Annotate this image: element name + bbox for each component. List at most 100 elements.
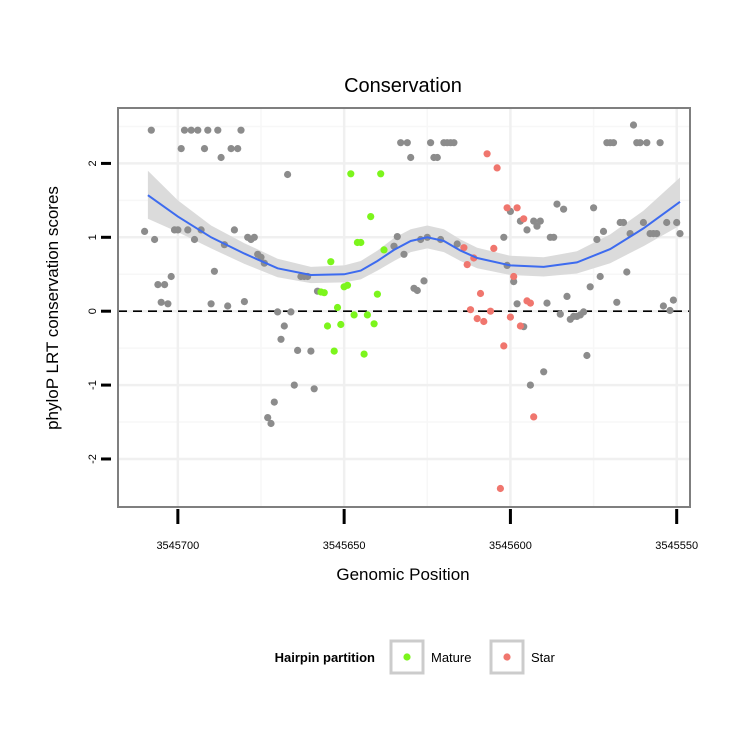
x-axis-title: Genomic Position [336,565,469,584]
mature-point [370,320,378,328]
background-point [147,126,155,134]
background-point [609,139,618,147]
star-point [486,307,495,315]
x-tick-label: 3545600 [489,540,532,552]
background-point [217,153,225,162]
background-point [294,346,302,354]
legend-key-star-dot [503,653,511,661]
background-point [596,272,604,281]
background-point [207,300,215,308]
background-point [154,281,162,289]
mature-point [363,311,371,319]
star-point [490,244,498,252]
background-point [413,286,421,295]
star-point [516,322,525,330]
star-point [500,342,508,350]
background-point [523,226,531,234]
background-point [180,126,189,134]
mature-point [343,281,352,289]
mature-point [350,311,358,319]
background-point [200,145,209,153]
x-tick-label: 3545700 [156,540,199,552]
background-point [636,139,644,147]
background-point [676,230,684,238]
background-point [227,145,235,153]
background-point [553,200,561,208]
background-point [157,298,165,306]
background-point [280,322,288,330]
y-tick-label: 0 [87,308,99,314]
background-point [204,126,212,134]
star-point [513,204,521,212]
background-point [237,126,245,134]
star-point [480,317,488,326]
y-axis: -2 -1 0 1 2 [87,160,111,464]
legend-label-star: Star [531,650,556,665]
background-point [187,126,195,134]
background-point [403,139,411,147]
background-point [427,139,435,147]
background-point [307,347,315,355]
mature-point [333,303,342,312]
star-point [526,299,535,307]
legend-label-mature: Mature [431,650,471,665]
background-point [450,139,458,147]
star-point [473,315,481,323]
background-point [277,335,285,343]
mature-point [357,238,365,247]
mature-point [367,213,375,221]
x-axis: 3545700 3545650 3545600 3545550 [156,509,698,552]
background-point [530,217,538,225]
y-tick-label: -2 [87,454,99,464]
background-point [659,302,668,310]
legend-key-mature-dot [403,653,411,661]
plot-background [118,108,690,507]
background-point [513,300,521,308]
background-point [174,226,182,234]
mature-point [377,170,385,178]
star-point [503,204,511,212]
background-point [560,205,568,213]
star-point [506,313,514,321]
star-point [493,164,501,172]
background-point [533,222,541,230]
background-point [623,268,631,276]
background-point [563,292,571,300]
mature-point [373,290,381,298]
plot-frame [117,107,691,508]
background-point [613,298,621,306]
smooth-line [147,194,681,277]
background-point [629,121,638,129]
mature-point [327,258,335,266]
background-point [593,235,601,244]
star-point [476,289,485,298]
background-point [177,145,185,153]
background-point [290,381,298,389]
background-point [550,233,558,241]
background-point [287,308,295,316]
background-point [167,272,175,281]
background-point [264,414,272,422]
mature-point [330,347,338,355]
legend-title: Hairpin partition [275,650,375,665]
background-point [599,227,608,235]
mature-point [323,322,332,330]
background-point [284,170,292,179]
background-point [510,278,518,286]
background-point [433,153,441,162]
background-point [310,385,318,393]
background-point [234,145,242,153]
mature-point [347,170,355,178]
background-point [224,302,232,310]
background-point [420,277,428,285]
background-point [151,235,159,244]
x-tick-label: 3545550 [655,540,698,552]
mature-point [320,289,328,297]
background-point [214,126,222,134]
background-point [393,233,401,241]
star-point [496,484,504,493]
background-point [639,218,648,227]
background-point [267,419,275,428]
y-tick-label: -1 [87,380,99,390]
background-point [240,298,248,306]
